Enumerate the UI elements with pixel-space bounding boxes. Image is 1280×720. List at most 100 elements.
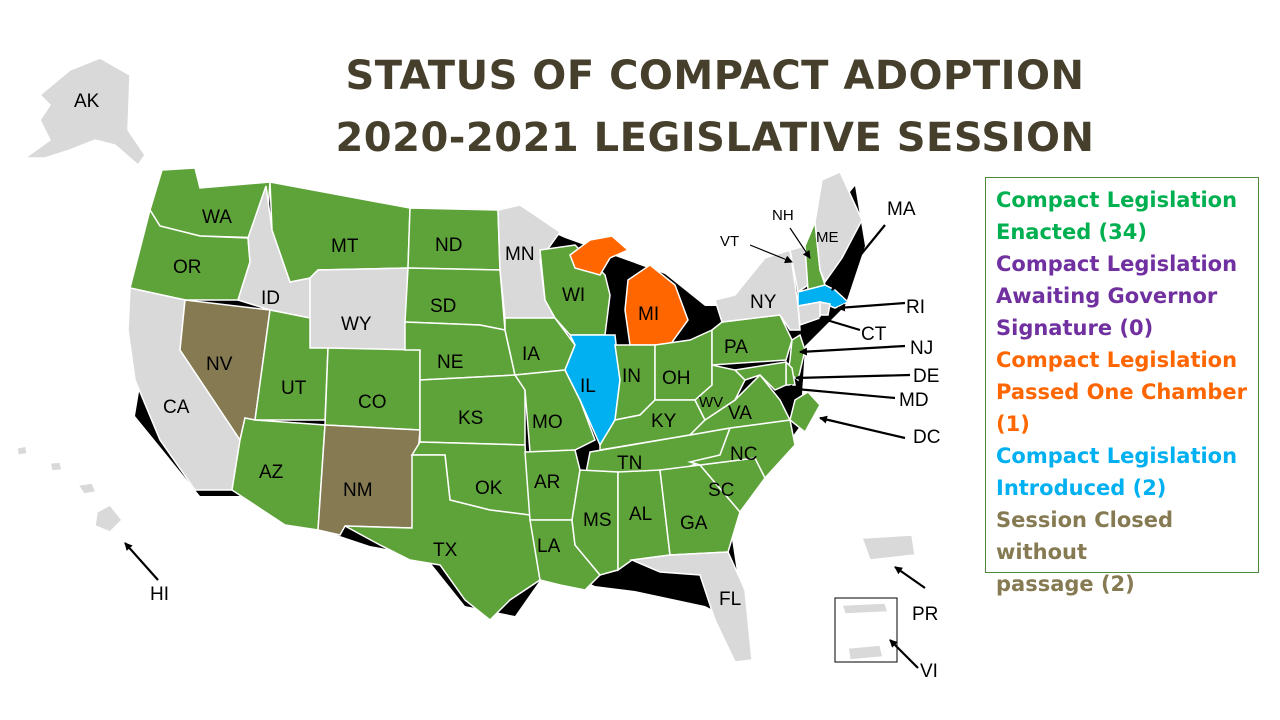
label-ND: ND [435,235,462,256]
state-KS[interactable] [419,374,526,446]
label-ME: ME [816,229,839,246]
arrow-NJ [799,344,906,356]
label-MN: MN [505,244,535,265]
legend-line: Signature (0) [996,316,1154,340]
state-HI-oahu[interactable] [49,461,63,472]
label-OR: OR [173,257,202,278]
label-FL: FL [719,589,741,610]
legend-line: passage (2) [996,572,1135,596]
legend-line: (1) [996,412,1030,436]
vi-inset-box [834,597,898,663]
legend-line: Compact Legislation [996,444,1238,468]
legend-line: Compact Legislation [996,188,1238,212]
arrow-VI [889,639,919,669]
label-WI: WI [562,285,585,306]
legend-line: Awaiting Governor [996,284,1218,308]
state-CO[interactable] [324,347,421,431]
label-AR: AR [534,472,560,493]
state-GA[interactable] [659,464,741,556]
label-MD: MD [899,390,929,411]
state-VI-north[interactable] [840,602,890,615]
map-title-line-1: STATUS OF COMPACT ADOPTION [345,53,1085,99]
label-WV: WV [699,394,723,411]
state-RI[interactable] [819,301,831,316]
legend: Compact Legislation Enacted (34) Compact… [985,177,1259,596]
legend-item-awaiting: Compact Legislation Awaiting Governor Si… [996,248,1248,344]
label-HI: HI [150,584,169,605]
label-GA: GA [680,513,708,534]
label-OH: OH [662,368,691,389]
callout-arrows [124,224,926,669]
label-NM: NM [343,480,373,501]
arrow-CT [819,316,861,332]
label-TN: TN [617,453,642,474]
label-NY: NY [750,292,777,313]
legend-item-introduced: Compact Legislation Introduced (2) [996,440,1248,504]
state-PR[interactable] [860,534,916,561]
label-VT: VT [720,233,739,250]
state-FL[interactable] [629,551,753,663]
arrow-VT [749,244,793,264]
label-MS: MS [583,510,612,531]
label-VA: VA [728,403,752,424]
state-HI-kauai[interactable] [16,445,28,456]
label-TX: TX [433,540,458,561]
label-UT: UT [281,378,307,399]
legend-line: Passed One Chamber [996,380,1247,404]
arrow-HI [124,542,159,581]
state-DC[interactable] [789,391,821,434]
label-KY: KY [651,411,677,432]
label-NH: NH [772,207,794,224]
label-WY: WY [341,314,372,335]
arrow-DE [795,373,911,382]
state-AK[interactable] [22,57,146,167]
label-KS: KS [458,408,483,429]
states-layer [16,57,916,663]
label-SD: SD [430,296,456,317]
map-title-line-2: 2020-2021 LEGISLATIVE SESSION [335,115,1095,161]
arrow-MA [831,224,886,291]
label-AZ: AZ [259,462,284,483]
label-IL: IL [580,376,596,397]
label-NJ: NJ [910,338,933,359]
state-HI-maui[interactable] [76,482,98,495]
legend-line: Compact Legislation [996,252,1238,276]
state-TX[interactable] [344,454,541,622]
label-DE: DE [913,366,939,387]
legend-line: Enacted (34) [996,220,1147,244]
arrow-RI [837,301,906,312]
label-WA: WA [202,207,232,228]
state-labels: WA OR CA NV ID MT WY UT AZ CO NM ND SD N… [74,91,940,682]
label-CA: CA [163,397,190,418]
label-MT: MT [331,236,359,257]
label-CO: CO [358,392,387,413]
legend-line: Session Closed without [996,508,1174,564]
label-AK: AK [74,91,100,112]
state-HI-big[interactable] [94,504,124,533]
state-MD[interactable] [733,361,787,391]
state-ME[interactable] [814,171,863,284]
arrow-PR [894,566,926,589]
state-MT[interactable] [269,181,411,283]
label-SC: SC [708,480,734,501]
state-MI[interactable] [624,264,689,346]
label-VI: VI [920,661,938,682]
label-DC: DC [913,427,940,448]
label-ID: ID [261,288,280,309]
legend-line: Introduced (2) [996,476,1167,500]
state-VI-south[interactable] [847,644,884,661]
state-NY[interactable] [714,249,801,331]
arrow-NH [789,227,811,259]
state-MI-upper[interactable] [569,235,630,276]
label-NE: NE [437,352,463,373]
label-PA: PA [724,337,748,358]
state-WY[interactable] [309,267,409,351]
state-NC[interactable] [687,419,796,480]
arrow-MD [784,384,896,400]
label-OK: OK [475,478,503,499]
state-VA[interactable] [687,373,792,437]
label-IN: IN [622,366,641,387]
label-LA: LA [537,536,561,557]
label-MI: MI [638,304,659,325]
